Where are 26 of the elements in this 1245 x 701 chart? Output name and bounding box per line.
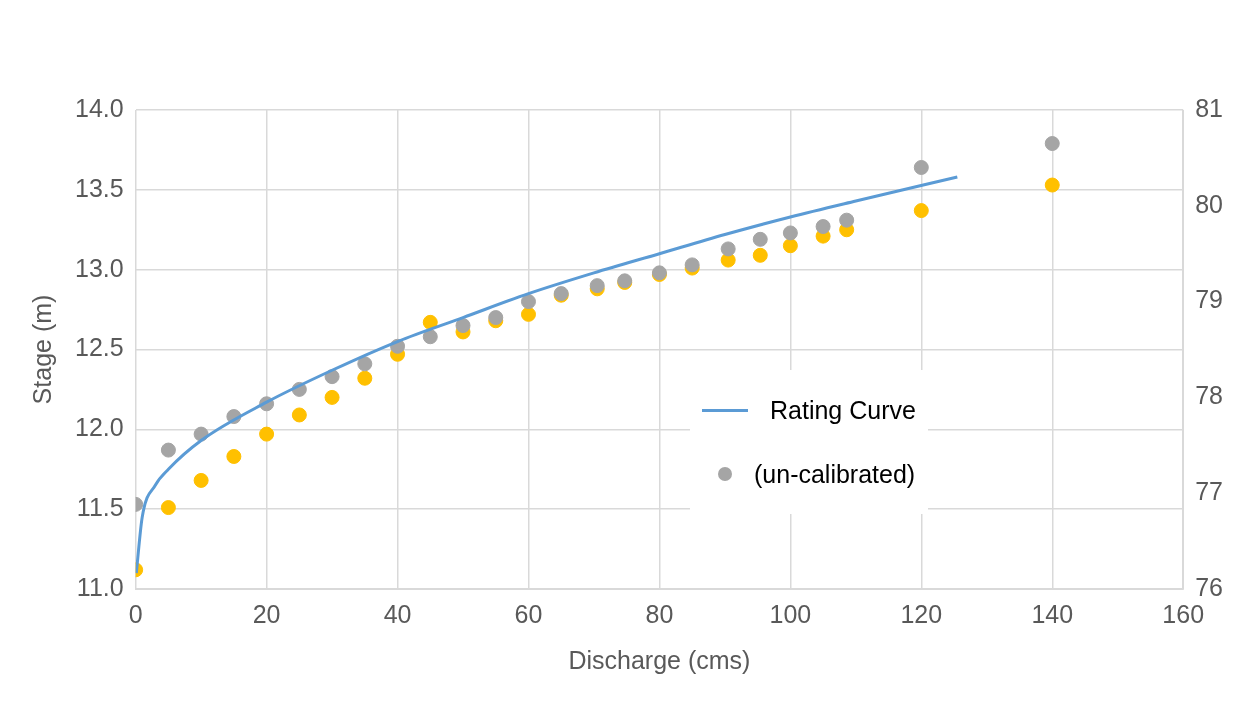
y-tick-label: 11.5 bbox=[76, 493, 124, 522]
y-tick-label: 11.0 bbox=[76, 572, 124, 601]
y-tick-label: 12.0 bbox=[74, 413, 124, 442]
legend-label: (un-calibrated) bbox=[754, 459, 916, 489]
y-tick-label: 14.0 bbox=[74, 93, 124, 122]
legend-label: Rating Curve bbox=[770, 395, 916, 425]
y-tick-label: 12.5 bbox=[74, 333, 124, 362]
y2-tick-label: 81 bbox=[1195, 93, 1223, 122]
x-axis-title: Discharge (cms) bbox=[568, 645, 751, 674]
y2-tick-label: 79 bbox=[1195, 285, 1223, 314]
x-tick-label: 120 bbox=[900, 599, 943, 628]
x-tick-label: 20 bbox=[252, 599, 281, 628]
y2-tick-label: 76 bbox=[1195, 572, 1223, 601]
x-tick-label: 0 bbox=[128, 599, 143, 628]
y-axis-title: Stage (m) bbox=[27, 294, 56, 405]
x-tick-label: 80 bbox=[645, 599, 674, 628]
y2-tick-label: 80 bbox=[1195, 189, 1223, 218]
y2-tick-label: 78 bbox=[1195, 381, 1223, 410]
x-tick-label: 60 bbox=[514, 599, 543, 628]
x-tick-label: 140 bbox=[1031, 599, 1074, 628]
y2-tick-label: 77 bbox=[1195, 477, 1223, 506]
y-tick-label: 13.0 bbox=[74, 253, 124, 282]
x-tick-label: 40 bbox=[383, 599, 412, 628]
x-tick-label: 160 bbox=[1162, 599, 1205, 628]
y-tick-label: 13.5 bbox=[74, 173, 124, 202]
x-tick-label: 100 bbox=[769, 599, 812, 628]
